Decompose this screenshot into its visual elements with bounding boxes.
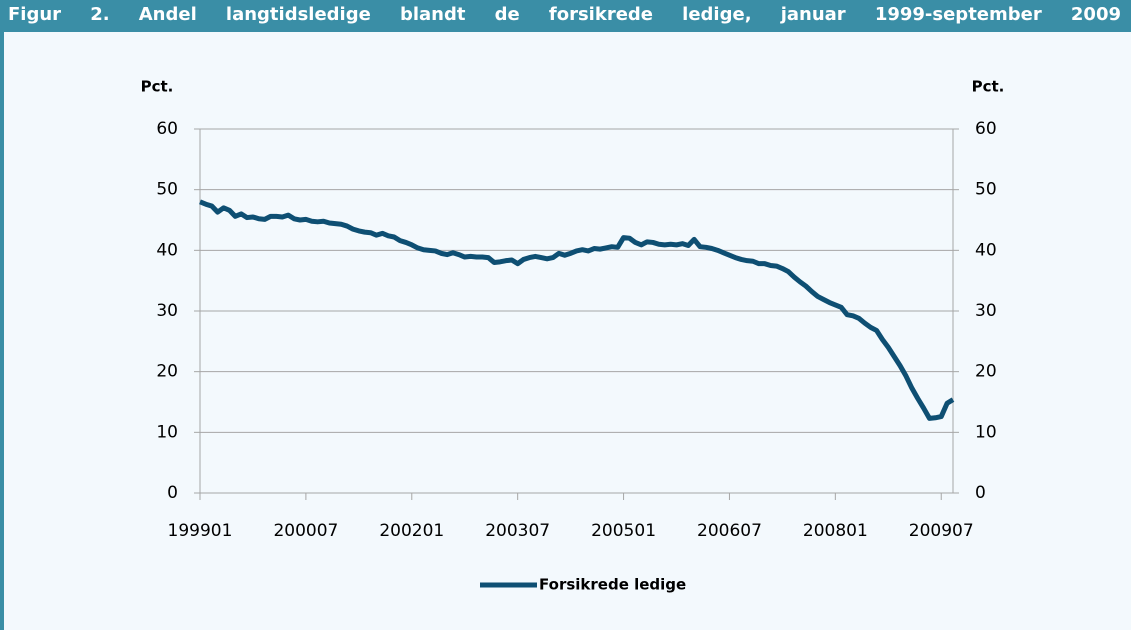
- y-tick-label: 60: [156, 119, 178, 139]
- legend-label: Forsikrede ledige: [539, 576, 686, 594]
- x-tick-label: 200801: [803, 521, 868, 541]
- y-tick-label: 50: [156, 180, 178, 200]
- chart-title: Figur 2. Andel langtidsledige blandt de …: [0, 0, 1131, 32]
- x-tick-label: 200201: [379, 521, 444, 541]
- y2-tick-label: 50: [975, 180, 997, 200]
- x-tick-label: 200607: [697, 521, 762, 541]
- y-tick-label: 40: [156, 240, 178, 260]
- y2-tick-label: 40: [975, 240, 997, 260]
- y-tick-label: 0: [167, 483, 178, 503]
- x-tick-label: 199901: [168, 521, 233, 541]
- y2-tick-label: 0: [975, 483, 986, 503]
- y2-tick-label: 60: [975, 119, 997, 139]
- y-tick-label: 30: [156, 301, 178, 321]
- data-line: [199, 199, 955, 421]
- x-tick-label: 200501: [591, 521, 656, 541]
- y2-tick-label: 30: [975, 301, 997, 321]
- x-tick-label: 200907: [909, 521, 974, 541]
- y-tick-label: 10: [156, 422, 178, 442]
- x-tick-label: 200307: [485, 521, 550, 541]
- y2-tick-label: 10: [975, 422, 997, 442]
- x-tick-label: 200007: [273, 521, 338, 541]
- y2-axis-label: Pct.: [972, 78, 1005, 96]
- y2-tick-label: 20: [975, 362, 997, 382]
- frame-edge: [0, 32, 4, 630]
- y-axis-label: Pct.: [141, 78, 174, 96]
- y-tick-label: 20: [156, 362, 178, 382]
